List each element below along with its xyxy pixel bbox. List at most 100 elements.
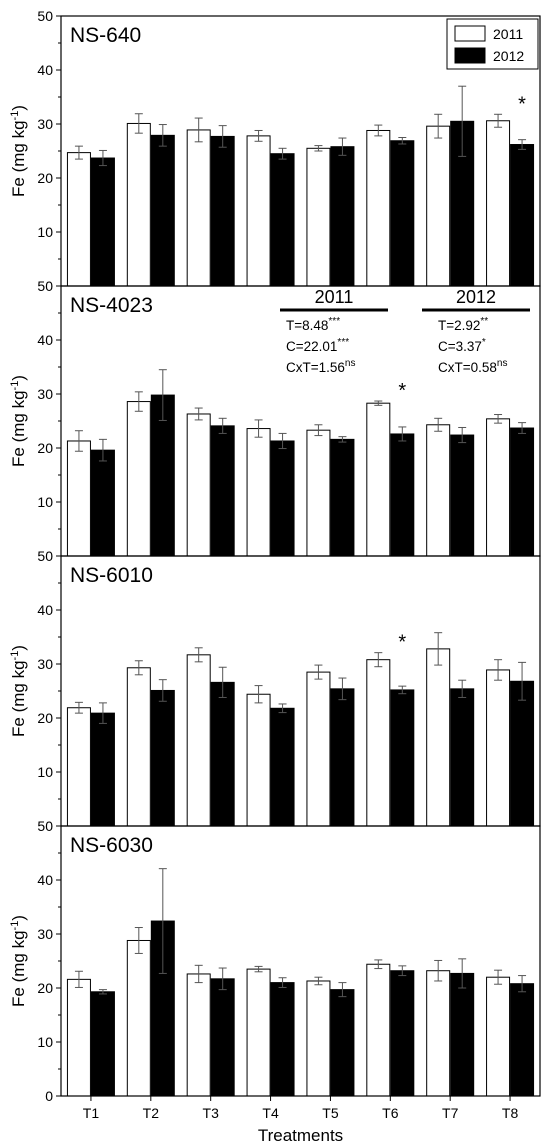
legend-label-2012: 2012 (493, 48, 524, 64)
bar-t7-2011 (426, 424, 451, 557)
x-tick-label-t3: T3 (203, 1105, 220, 1121)
bar-t6-2011 (366, 963, 391, 1097)
y-axis-title-main: Fe (mg kg (9, 930, 28, 1007)
bar-t6-2011 (366, 129, 391, 287)
y-tick-label: 10 (37, 224, 53, 240)
x-tick-label-t4: T4 (262, 1105, 279, 1121)
y-tick-label: 20 (37, 170, 53, 186)
significance-marker: * (518, 93, 526, 115)
bar-t3-2012 (210, 425, 235, 557)
x-tick-label-t6: T6 (382, 1105, 399, 1121)
bar-t3-2012 (210, 681, 235, 827)
bar-t5-2011 (306, 980, 331, 1097)
bar-t3-2011 (186, 129, 211, 287)
y-tick-label: 20 (37, 710, 53, 726)
y-axis-title-main: Fe (mg kg (9, 660, 28, 737)
significance-marker: * (398, 380, 406, 402)
bar-t4-2012 (270, 153, 295, 287)
y-tick-label: 50 (37, 278, 53, 294)
y-tick-label: 30 (37, 656, 53, 672)
y-axis-title: Fe (mg kg-1) (9, 105, 28, 197)
bar-t7-2011 (426, 648, 451, 827)
y-tick-label: 30 (37, 386, 53, 402)
y-axis-title-sup: -1 (9, 381, 21, 391)
bar-t8-2012 (510, 680, 535, 827)
x-tick-label-t5: T5 (322, 1105, 339, 1121)
anova-stat-significance: *** (328, 316, 340, 327)
y-tick-label: 30 (37, 926, 53, 942)
y-tick-label: 20 (37, 440, 53, 456)
bar-t5-2011 (306, 671, 331, 827)
anova-stat-value: CxT=0.58 (438, 360, 497, 375)
x-tick-label-t7: T7 (442, 1105, 459, 1121)
y-tick-label: 20 (37, 980, 53, 996)
bar-t4-2012 (270, 707, 295, 827)
bar-t7-2012 (450, 972, 475, 1097)
legend-label-2011: 2011 (493, 26, 523, 42)
anova-stat: T=8.48*** (286, 316, 340, 333)
panel-ns-4023: 10 20 30 40 50 * NS-4023 Fe (mg kg-1) 2011 T=8.48… (9, 278, 541, 557)
bar-t6-2012 (390, 140, 415, 287)
panel-ns-6030: 0 10 20 30 40 50 NS-6030 Fe (mg kg-1) (9, 818, 541, 1104)
y-axis-title: Fe (mg kg-1) (9, 645, 28, 737)
x-tick-label-t1: T1 (83, 1105, 100, 1121)
y-axis-title-close: ) (9, 375, 28, 381)
bar-t3-2011 (186, 654, 211, 827)
anova-stat-value: T=8.48 (286, 318, 328, 333)
y-tick-label: 50 (37, 548, 53, 564)
bar-t5-2012 (330, 146, 355, 287)
y-axis-title-close: ) (9, 645, 28, 651)
bar-t8-2011 (486, 418, 511, 557)
panel-title: NS-6030 (70, 834, 153, 857)
legend-swatch-2012 (454, 47, 486, 64)
bar-t2-2012 (150, 134, 175, 287)
bar-t8-2012 (510, 427, 535, 557)
panel-title: NS-6010 (70, 564, 153, 587)
y-axis-title-sup: -1 (9, 111, 21, 121)
anova-stat: T=2.92** (438, 316, 488, 333)
anova-stat: C=3.37* (438, 337, 486, 354)
bar-t5-2012 (330, 688, 355, 827)
anova-stat-significance: ** (480, 316, 488, 327)
anova-stat-value: C=22.01 (286, 339, 337, 354)
anova-heading-2011: 2011 (315, 287, 354, 307)
bar-t4-2011 (246, 968, 271, 1097)
anova-heading-2012: 2012 (456, 287, 496, 307)
bar-t7-2011 (426, 125, 451, 287)
bar-t1-2011 (66, 152, 91, 287)
bar-t2-2011 (126, 401, 151, 557)
y-tick-label: 50 (37, 818, 53, 834)
bar-t7-2011 (426, 970, 451, 1097)
bar-t6-2011 (366, 402, 391, 557)
panel-ns-6010: 10 20 30 40 50 * NS-6010 Fe (mg kg-1) (9, 548, 541, 827)
panel-title: NS-4023 (70, 294, 153, 317)
y-tick-label: 50 (37, 8, 53, 24)
bar-t2-2011 (126, 122, 151, 287)
bar-t1-2012 (90, 991, 115, 1097)
y-axis-title-close: ) (9, 105, 28, 111)
anova-stat: CxT=0.58ns (438, 358, 507, 375)
y-tick-label: 40 (37, 62, 53, 78)
bar-t2-2011 (126, 939, 151, 1097)
anova-stat-value: C=3.37 (438, 339, 482, 354)
bar-t4-2011 (246, 428, 271, 557)
y-axis-title-sup: -1 (9, 651, 21, 661)
panel-title: NS-640 (70, 24, 141, 47)
y-axis-title-main: Fe (mg kg (9, 120, 28, 197)
x-axis-title: Treatments (258, 1126, 343, 1144)
bar-t1-2011 (66, 440, 91, 557)
legend-swatch-2011 (454, 25, 486, 42)
y-tick-label: 30 (37, 116, 53, 132)
bar-t3-2012 (210, 978, 235, 1097)
bar-t6-2011 (366, 659, 391, 827)
bar-t1-2011 (66, 978, 91, 1097)
bar-t1-2012 (90, 157, 115, 287)
y-axis-title-sup: -1 (9, 921, 21, 931)
bar-t8-2012 (510, 983, 535, 1097)
y-axis-title-close: ) (9, 915, 28, 921)
y-tick-label: 10 (37, 1034, 53, 1050)
bar-t4-2011 (246, 693, 271, 827)
anova-stat-significance: *** (337, 337, 349, 348)
bar-t6-2012 (390, 689, 415, 827)
bar-t1-2012 (90, 449, 115, 557)
